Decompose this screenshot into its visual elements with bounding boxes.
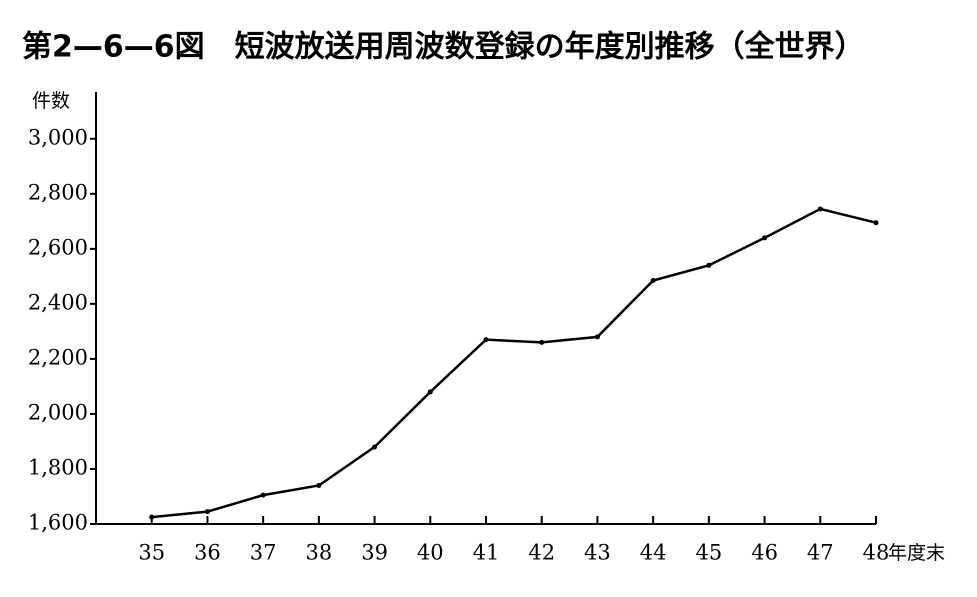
x-tick-label: 44 [640, 541, 667, 565]
x-tick-label: 37 [250, 541, 277, 565]
point [817, 206, 823, 212]
x-tick-label: 35 [138, 541, 165, 565]
point [706, 262, 712, 268]
point [539, 339, 545, 345]
x-tick-label: 41 [473, 541, 500, 565]
x-tick-label: 45 [695, 541, 722, 565]
point [316, 482, 322, 488]
point [483, 337, 489, 343]
x-tick-label: 39 [361, 541, 388, 565]
point [149, 514, 155, 520]
y-axis-label: 件数 [32, 90, 70, 112]
y-tick-label: 2,800 [28, 180, 88, 204]
x-tick-label: 43 [584, 541, 611, 565]
x-tick-label: 38 [305, 541, 332, 565]
line [151, 207, 877, 519]
x-tick-label: 47 [807, 541, 834, 565]
point [762, 235, 768, 241]
x-tick-label: 46 [751, 541, 778, 565]
point [427, 389, 433, 395]
point [372, 444, 378, 450]
y-tick-label: 2,400 [28, 290, 88, 314]
y-tick-label: 2,200 [28, 345, 88, 369]
y-tick-label: 1,800 [28, 455, 88, 479]
point [594, 334, 600, 340]
y-tick-label: 1,600 [28, 511, 88, 535]
x-tick-label: 36 [194, 541, 221, 565]
y-tick-label: 2,000 [28, 400, 88, 424]
point [873, 220, 879, 226]
point [260, 492, 266, 498]
point [204, 509, 210, 515]
x-axis-label: 年度末 [888, 542, 945, 564]
chart-title: 第2—6—6図 短波放送用周波数登録の年度別推移（全世界） [22, 30, 865, 65]
x-tick-label: 42 [528, 541, 555, 565]
x-tick-label: 48 [863, 541, 890, 565]
point [650, 277, 656, 283]
y-tick-label: 2,600 [28, 235, 88, 259]
x-tick-label: 40 [417, 541, 444, 565]
y-tick-label: 3,000 [28, 125, 88, 149]
